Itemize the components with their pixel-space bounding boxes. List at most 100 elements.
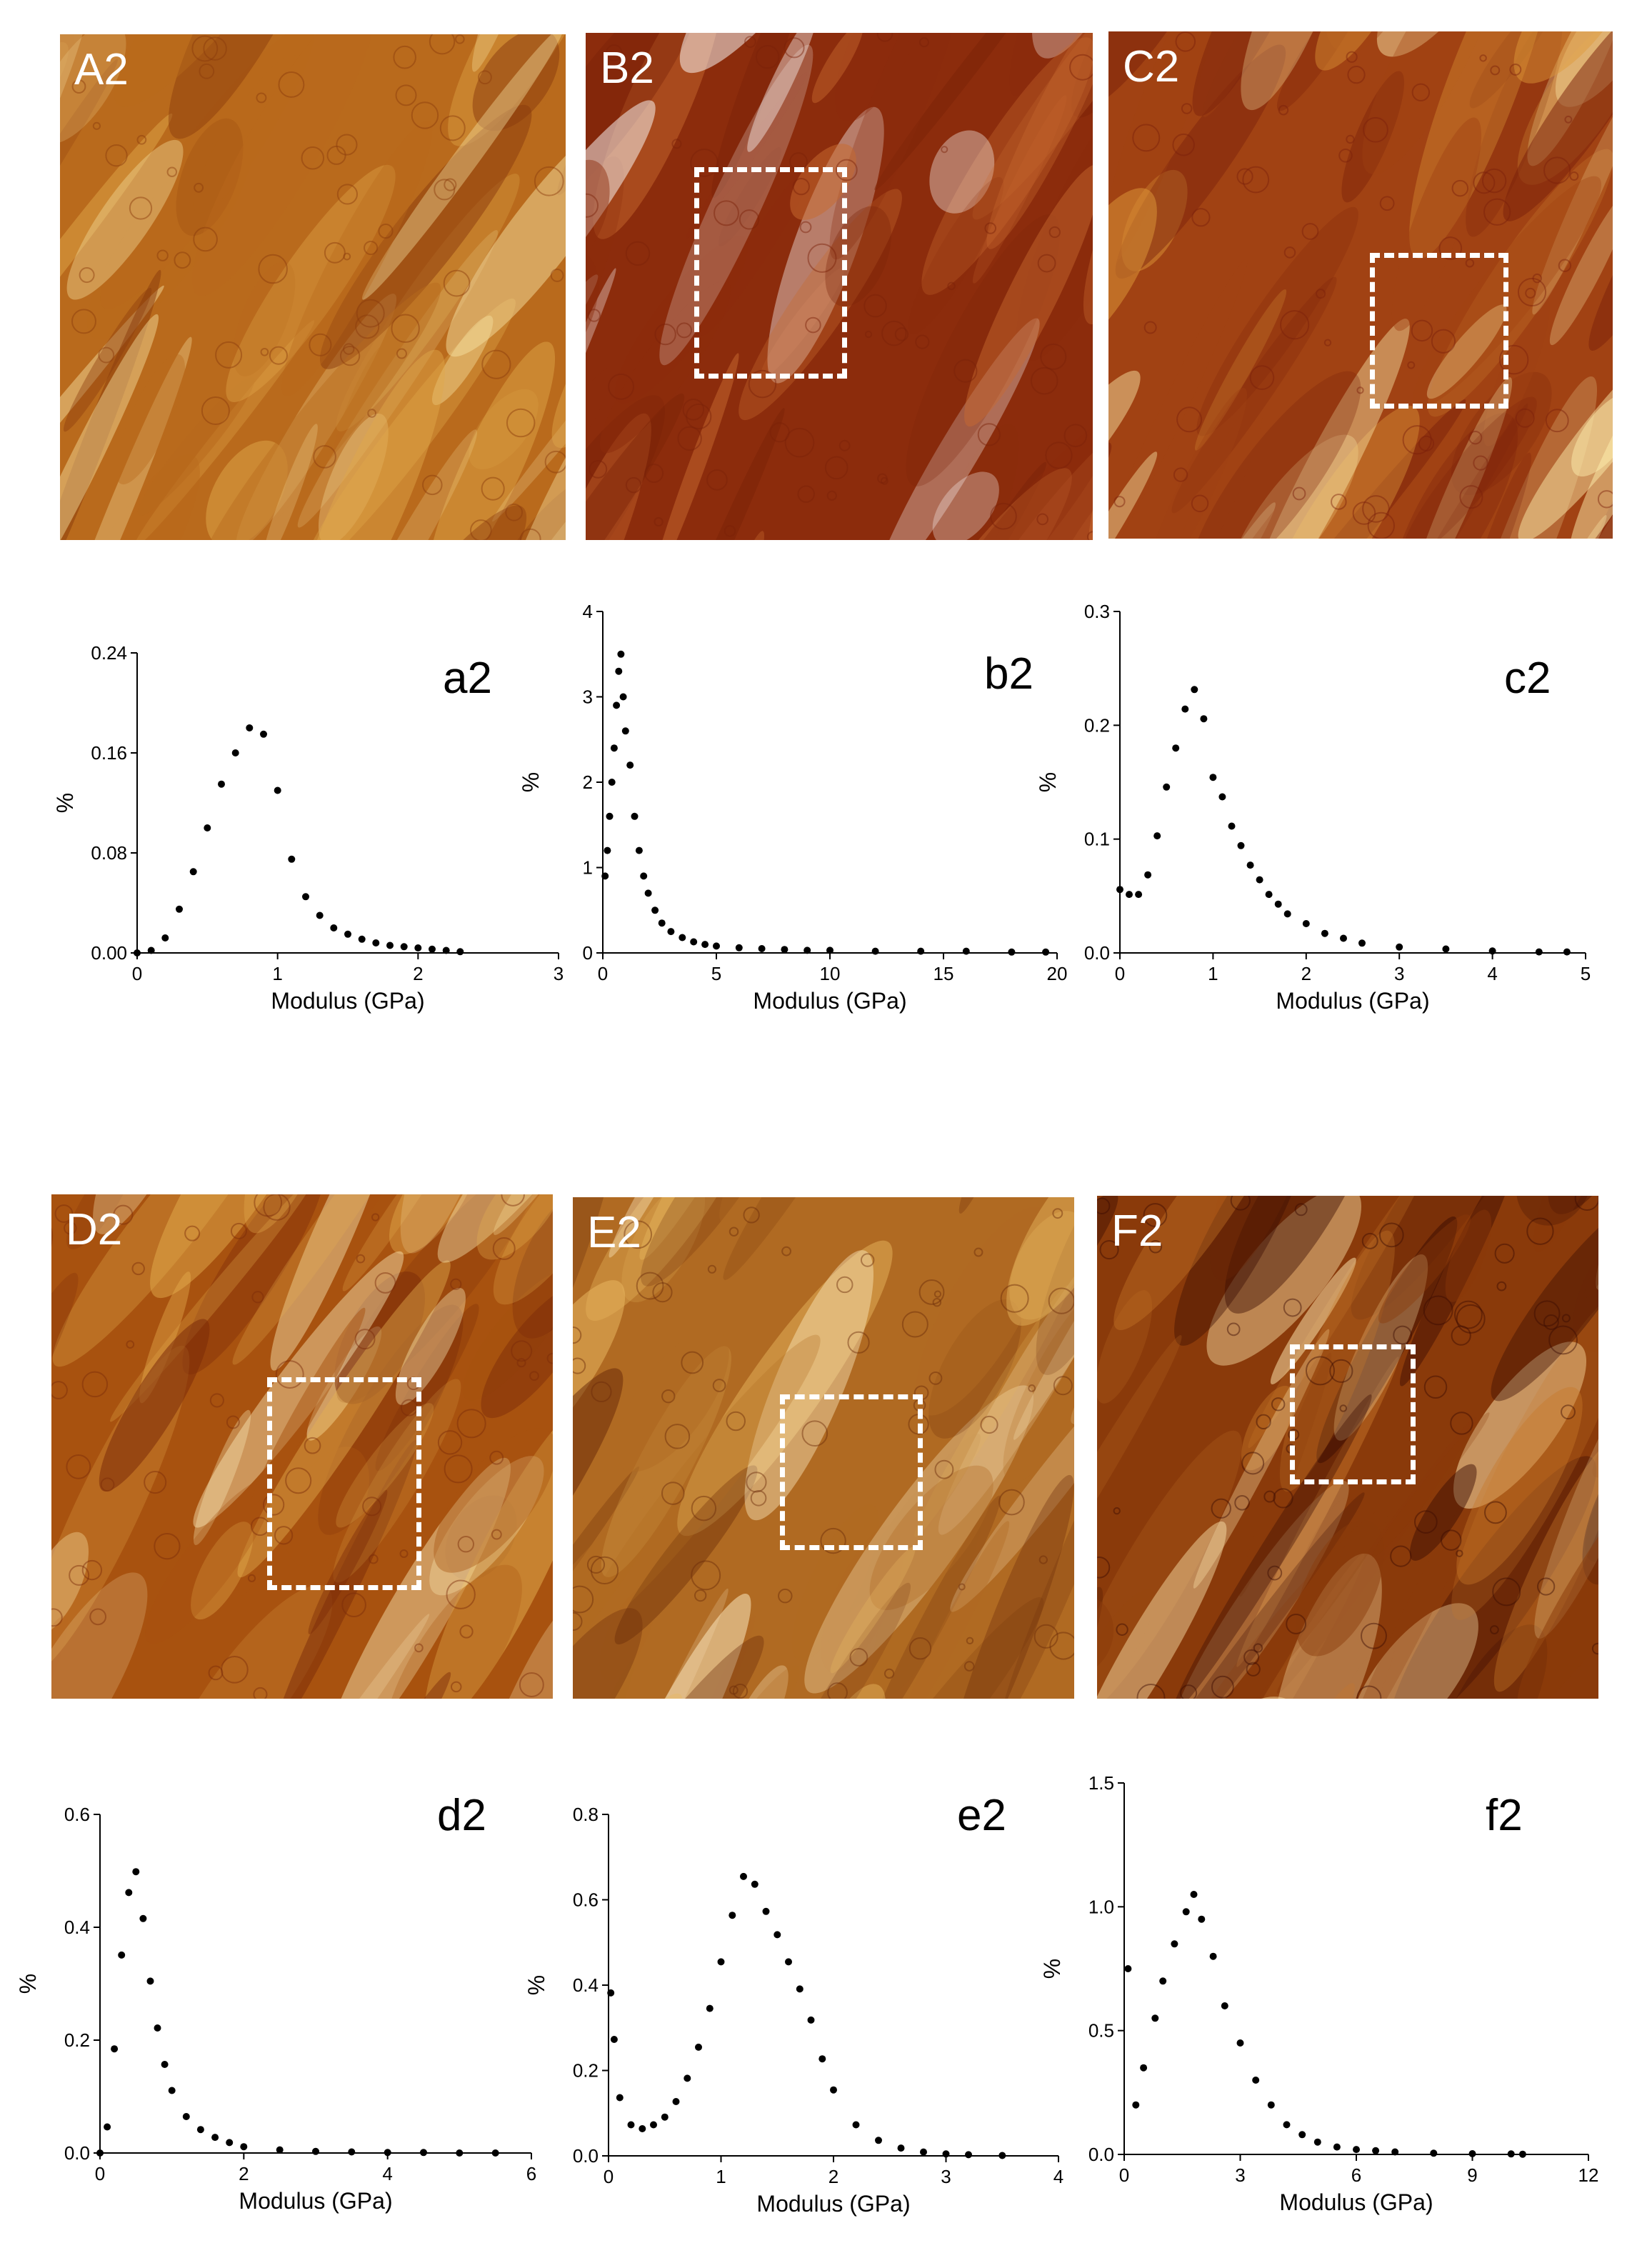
texture-grain [1561, 1314, 1571, 1323]
data-point [1321, 929, 1328, 937]
data-point [147, 946, 155, 954]
texture-grain [1591, 1642, 1598, 1655]
texture-grain [429, 34, 456, 55]
data-series [134, 724, 464, 956]
texture-grain [459, 1624, 474, 1639]
plot-panel-label: c2 [1504, 654, 1551, 703]
data-point [211, 2134, 219, 2142]
data-point [661, 2113, 669, 2121]
texture-grain [324, 241, 346, 264]
texture-grain [1574, 1196, 1598, 1212]
texture-grain [506, 408, 536, 438]
texture-grain [274, 1526, 294, 1545]
x-tick-label: 0 [95, 2163, 105, 2184]
texture-streak [261, 424, 318, 540]
data-point [1391, 2148, 1399, 2156]
x-tick-label: 2 [239, 2163, 249, 2184]
texture-streak [779, 1582, 911, 1699]
texture-grain [1253, 1643, 1263, 1653]
y-axis-label: % [1039, 1959, 1065, 1979]
texture-grain [1301, 223, 1319, 240]
data-point [610, 744, 618, 752]
plot-panel-label: b2 [984, 649, 1033, 699]
texture-grain [262, 1494, 285, 1516]
histogram-f2: 0 3 6 9 12 0.0 0.5 1.0 1.5 Modulus (GPa)% f2 [1039, 1772, 1628, 2215]
texture-grain [1323, 339, 1332, 346]
texture-grain [1423, 1295, 1453, 1326]
data-series [607, 1872, 1006, 2159]
texture-streak [318, 413, 389, 540]
data-point [316, 911, 324, 919]
texture-streak [929, 130, 995, 214]
texture-streak [711, 33, 811, 199]
texture-grain [1143, 321, 1157, 334]
texture-streak [336, 429, 478, 540]
texture-grain [378, 224, 394, 239]
texture-streak [1316, 1217, 1458, 1464]
texture-grain [573, 1357, 586, 1374]
y-tick-label: 0.5 [1088, 2020, 1114, 2042]
x-tick-label: 4 [382, 2163, 392, 2184]
plot-panel-label: f2 [1486, 1791, 1523, 1840]
texture-streak [308, 1489, 388, 1634]
texture-streak [51, 1572, 148, 1699]
y-tick-label: 0.00 [91, 942, 127, 964]
texture-streak [586, 395, 665, 540]
y-tick-label: 0.16 [91, 742, 127, 764]
data-point [400, 943, 408, 951]
panel-label: E2 [587, 1208, 641, 1257]
data-point [1507, 2150, 1515, 2158]
texture-grain [1537, 1577, 1556, 1596]
data-point [1172, 744, 1180, 752]
texture-grain [1305, 1356, 1335, 1386]
texture-grain [368, 1554, 379, 1564]
texture-grain [750, 1489, 767, 1507]
texture-grain [336, 184, 358, 205]
texture-streak [972, 33, 1093, 220]
data-point [1535, 948, 1543, 956]
data-point [344, 930, 351, 938]
texture-streak [1276, 31, 1369, 111]
data-point [658, 919, 666, 927]
texture-grain [1379, 196, 1395, 211]
afm-image-A2: A2 [60, 34, 566, 540]
texture-streak [182, 1194, 326, 1375]
texture-grain [714, 200, 739, 226]
texture-streak [573, 1487, 669, 1699]
texture-streak [334, 1272, 426, 1404]
texture-streak [841, 1433, 981, 1614]
texture-grain [1346, 51, 1358, 63]
texture-grain [1175, 31, 1196, 52]
texture-streak [1241, 319, 1410, 539]
texture-grain [1211, 1675, 1234, 1699]
texture-grain [963, 1661, 975, 1672]
texture-grain [450, 1278, 462, 1290]
texture-streak [829, 33, 968, 260]
data-series [1116, 686, 1571, 956]
panel-label: D2 [66, 1205, 123, 1254]
data-point [204, 824, 211, 831]
histogram-e2: 0 1 2 3 4 0.0 0.2 0.4 0.6 0.8 Modulus (GPa)% e2 [524, 1772, 1114, 2217]
texture-grain [371, 1213, 380, 1222]
y-tick-label: 0.0 [1084, 942, 1110, 964]
texture-grain [64, 1222, 77, 1235]
x-axis-label: Modulus (GPa) [756, 2191, 910, 2217]
texture-grain [1413, 1510, 1438, 1534]
texture-streak [1458, 376, 1598, 539]
texture-grain [1280, 310, 1310, 340]
texture-grain [966, 1637, 974, 1645]
texture-grain [826, 490, 837, 501]
data-point [1124, 1965, 1132, 1972]
texture-grain [1451, 1325, 1471, 1346]
texture-grain [174, 251, 191, 269]
texture-grain [590, 1556, 619, 1585]
data-point [740, 1872, 747, 1880]
texture-grain [481, 476, 505, 501]
x-tick-label: 4 [1487, 963, 1497, 984]
texture-streak [86, 134, 253, 339]
data-series [1124, 1891, 1526, 2158]
data-point [1198, 1915, 1206, 1923]
texture-grain [1283, 1298, 1302, 1317]
texture-streak [1276, 1417, 1477, 1694]
texture-streak [1097, 1589, 1155, 1699]
